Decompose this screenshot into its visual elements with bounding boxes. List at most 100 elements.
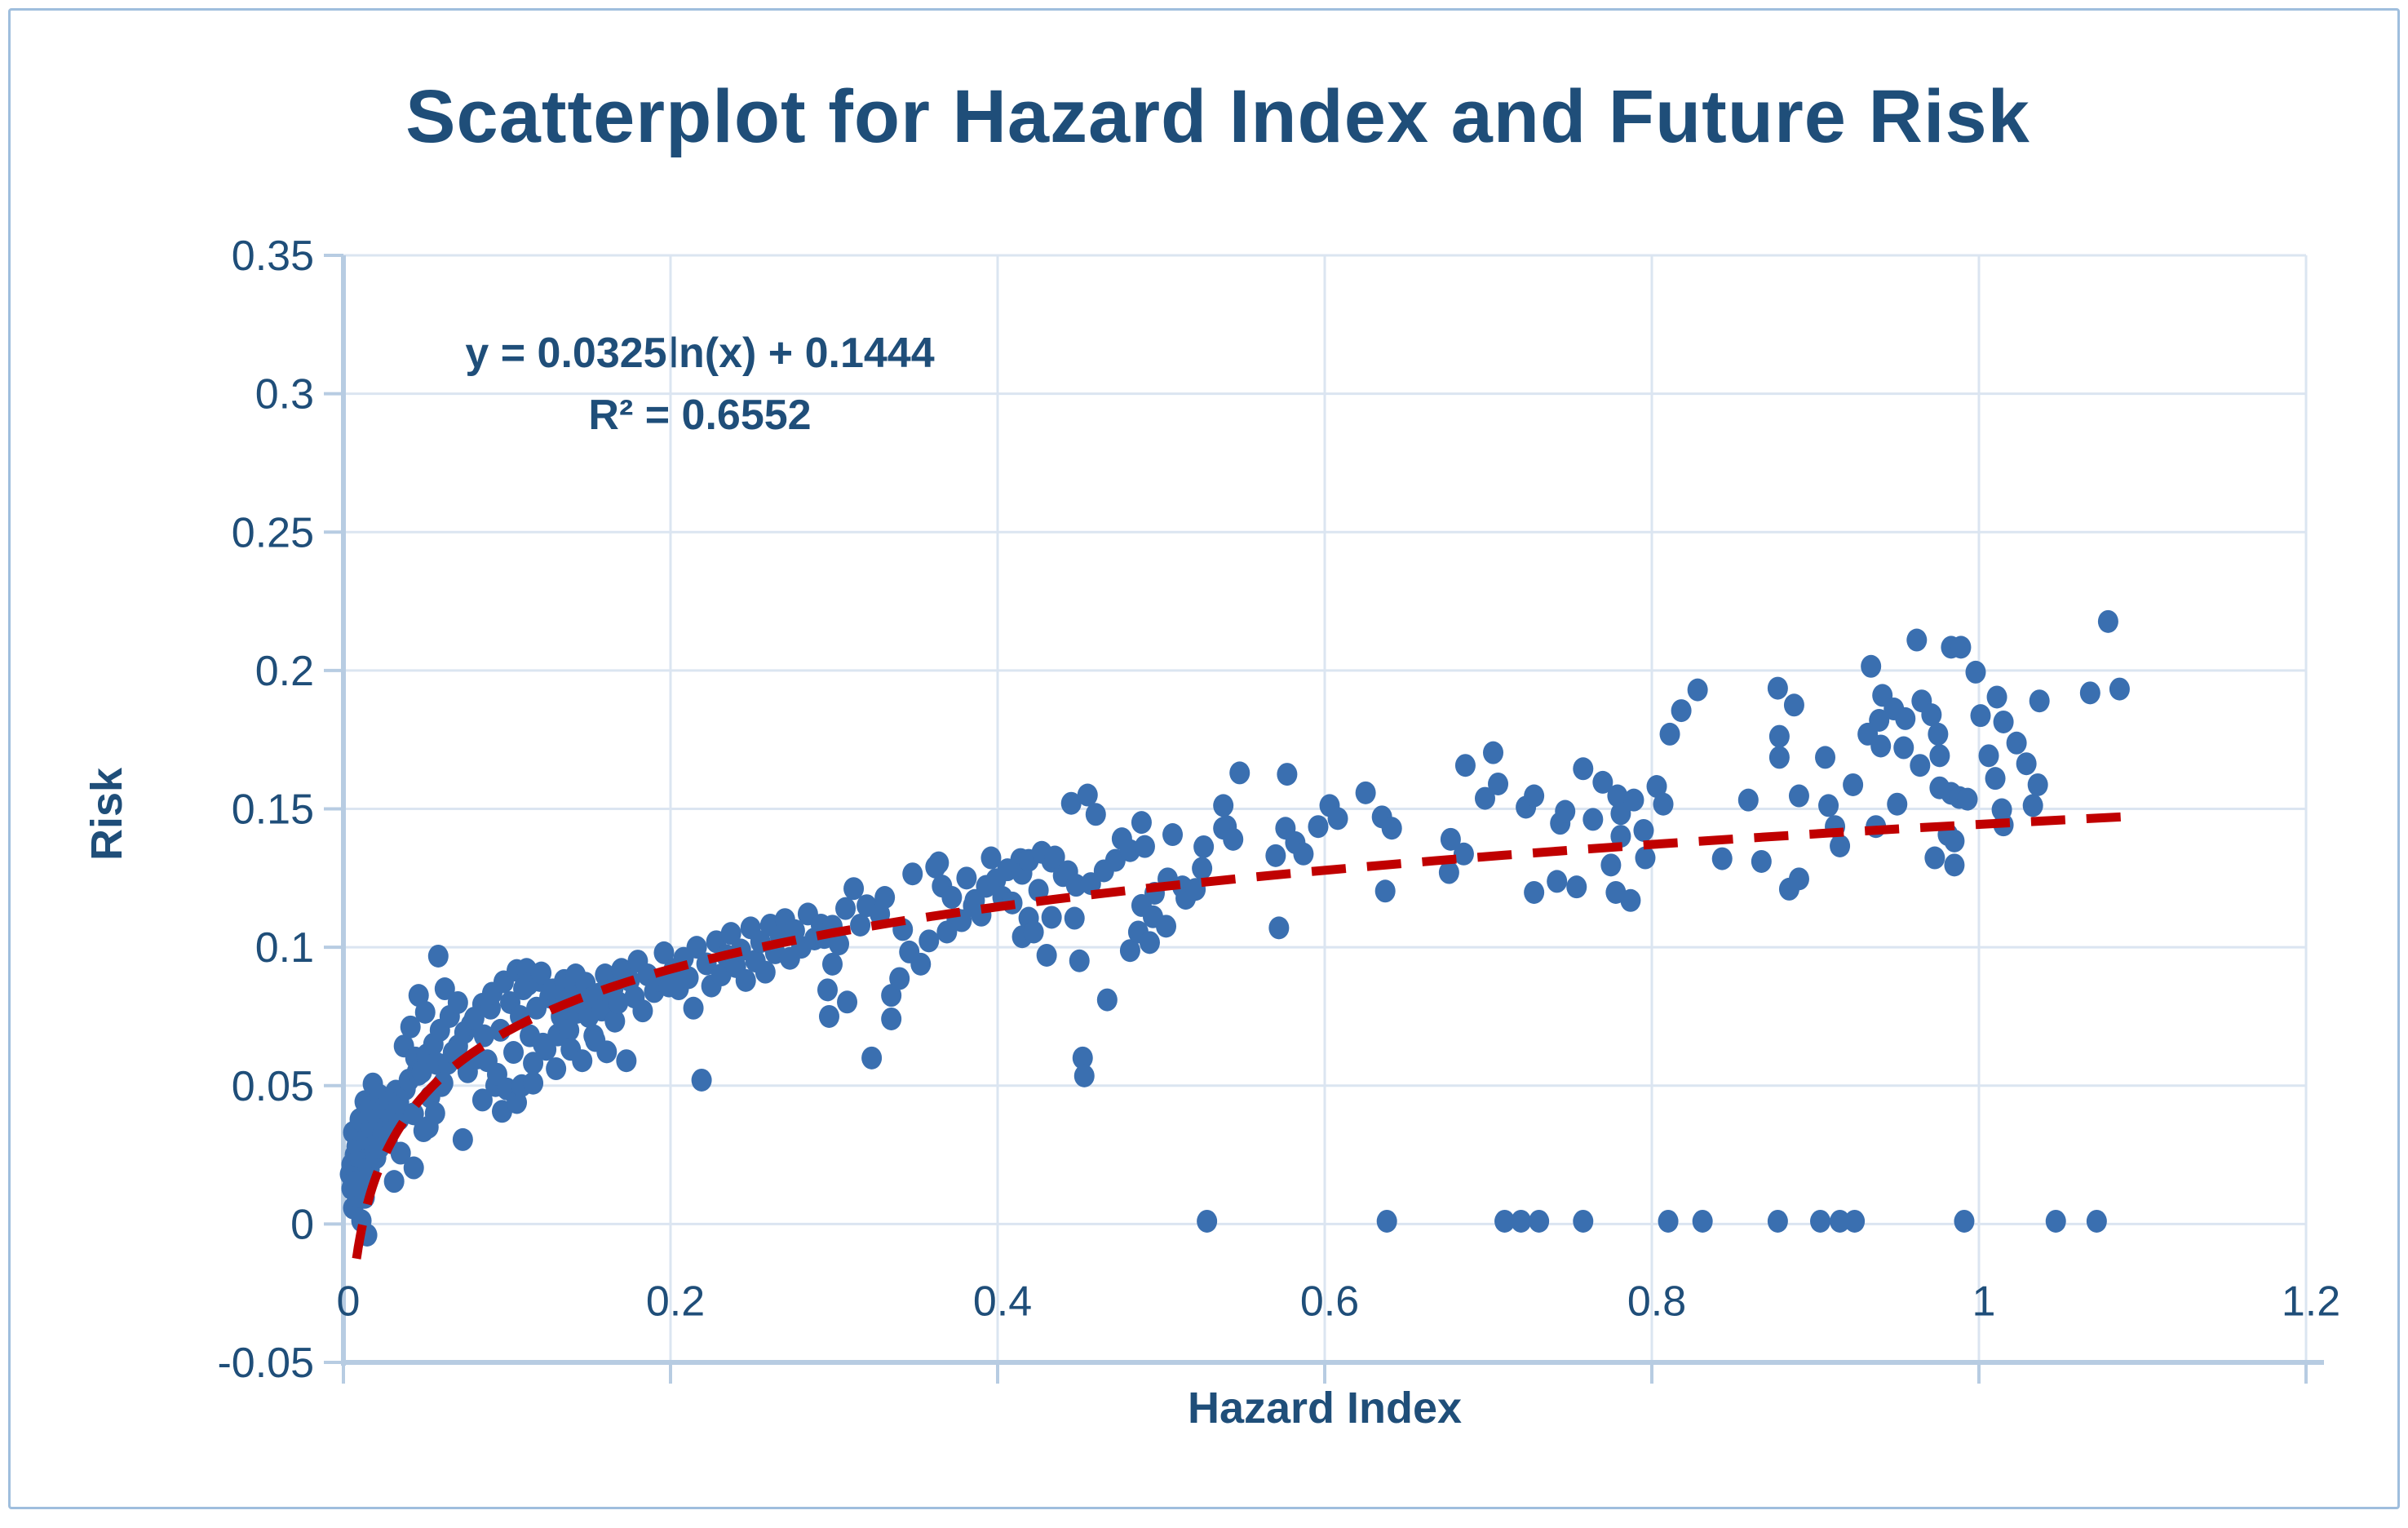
x-tick-label: 0.4 [973, 1278, 1032, 1325]
x-axis-title: Hazard Index [1187, 1384, 1463, 1433]
data-point [1454, 754, 1476, 777]
x-tick-label: 1 [1972, 1278, 1996, 1325]
data-point [1268, 916, 1290, 940]
data-point [821, 952, 843, 976]
data-point [596, 1040, 617, 1064]
data-point [1924, 846, 1945, 870]
data-point [1277, 763, 1298, 786]
y-axis-title: Risk [82, 767, 131, 861]
data-point [1265, 844, 1286, 867]
trendline-equation: y = 0.0325ln(x) + 0.1444 R² = 0.6552 [465, 322, 934, 446]
data-point [850, 913, 871, 937]
plot-svg: -0.05 0 0.05 0.1 0.15 0.2 0.25 0.3 0.35 0 0.2 0.4 0.… [217, 233, 2340, 1387]
data-point [1192, 857, 1213, 880]
data-point [1671, 699, 1692, 723]
data-point [1547, 870, 1568, 893]
data-point [1830, 834, 1851, 857]
data-point [1921, 703, 1942, 727]
data-point [1810, 1209, 1831, 1233]
data-point [1440, 827, 1461, 851]
data-point [1474, 786, 1495, 810]
data-point [608, 990, 629, 1014]
data-point [829, 932, 850, 956]
data-point [1453, 842, 1474, 866]
data-point [1566, 875, 1587, 899]
data-point [1438, 861, 1459, 884]
data-point [1861, 654, 1882, 678]
data-point [1830, 1209, 1851, 1233]
data-point [1197, 1209, 1218, 1233]
data-point [1096, 988, 1118, 1012]
data-point [1381, 817, 1402, 840]
data-point [1065, 874, 1087, 897]
data-point [720, 922, 741, 946]
data-point [1023, 920, 1044, 944]
data-point [1870, 734, 1892, 758]
data-point [1906, 628, 1928, 652]
trendline [352, 812, 2127, 1260]
data-point [1658, 1209, 1679, 1233]
equation-line: y = 0.0325ln(x) + 0.1444 [465, 330, 935, 377]
data-point [1944, 829, 1965, 853]
x-tick-label: 1.2 [2282, 1278, 2340, 1325]
y-tick-label: 0.05 [232, 1063, 314, 1110]
data-point [1957, 787, 1978, 811]
y-tick-label: 0.15 [232, 786, 314, 834]
data-point [1193, 835, 1215, 858]
data-point [1978, 744, 1999, 768]
data-point [755, 960, 776, 984]
data-point [1374, 879, 1396, 903]
data-point [1954, 1209, 1975, 1233]
y-tick-label: 0.35 [232, 233, 314, 280]
data-point [1635, 846, 1656, 870]
data-point [735, 968, 756, 992]
data-point [1073, 1064, 1095, 1087]
data-point [1069, 949, 1090, 972]
data-point [1119, 939, 1140, 963]
data-point [1060, 791, 1082, 815]
data-point [1767, 676, 1788, 700]
data-point [434, 977, 455, 1001]
x-tick-label: 0.2 [646, 1278, 705, 1325]
data-point [1036, 943, 1057, 967]
data-point [902, 862, 923, 886]
data-point [861, 1046, 883, 1070]
data-point [818, 1004, 839, 1028]
data-point [881, 1007, 902, 1030]
y-tick-label: 0.25 [232, 509, 314, 556]
data-point [835, 897, 857, 920]
data-point [874, 886, 896, 910]
data-point [2016, 752, 2037, 776]
data-point [1592, 770, 1613, 794]
y-tick-label: 0.2 [255, 648, 314, 695]
data-point [1965, 660, 1986, 684]
data-point [691, 1068, 712, 1092]
data-point [918, 929, 940, 953]
data-point [1767, 1209, 1788, 1233]
data-point [1072, 1046, 1093, 1070]
data-point [928, 851, 949, 875]
data-point [1327, 807, 1348, 830]
data-point [1511, 1209, 1532, 1233]
y-tick-label: -0.05 [217, 1340, 314, 1387]
data-point [1085, 803, 1106, 826]
data-point [503, 1041, 525, 1065]
data-point [1751, 849, 1772, 873]
x-tick-label: 0.8 [1627, 1278, 1686, 1325]
axis-tick-labels: -0.05 0 0.05 0.1 0.15 0.2 0.25 0.3 0.35 0 0.2 0.4 0.… [217, 233, 2340, 1387]
data-point [1986, 685, 2007, 709]
data-point [1483, 741, 1504, 764]
x-tick-label: 0.6 [1300, 1278, 1359, 1325]
data-point [817, 978, 838, 1002]
data-point [432, 1071, 454, 1095]
data-point [1104, 848, 1126, 872]
data-point [1229, 761, 1250, 785]
data-point [1653, 792, 1674, 816]
data-point [1524, 784, 1545, 808]
data-point [1064, 906, 1085, 930]
data-point [1162, 823, 1184, 847]
data-point [1985, 767, 2006, 791]
data-point [1844, 1209, 1866, 1233]
data-point [1815, 746, 1836, 769]
data-point [1687, 678, 1708, 702]
